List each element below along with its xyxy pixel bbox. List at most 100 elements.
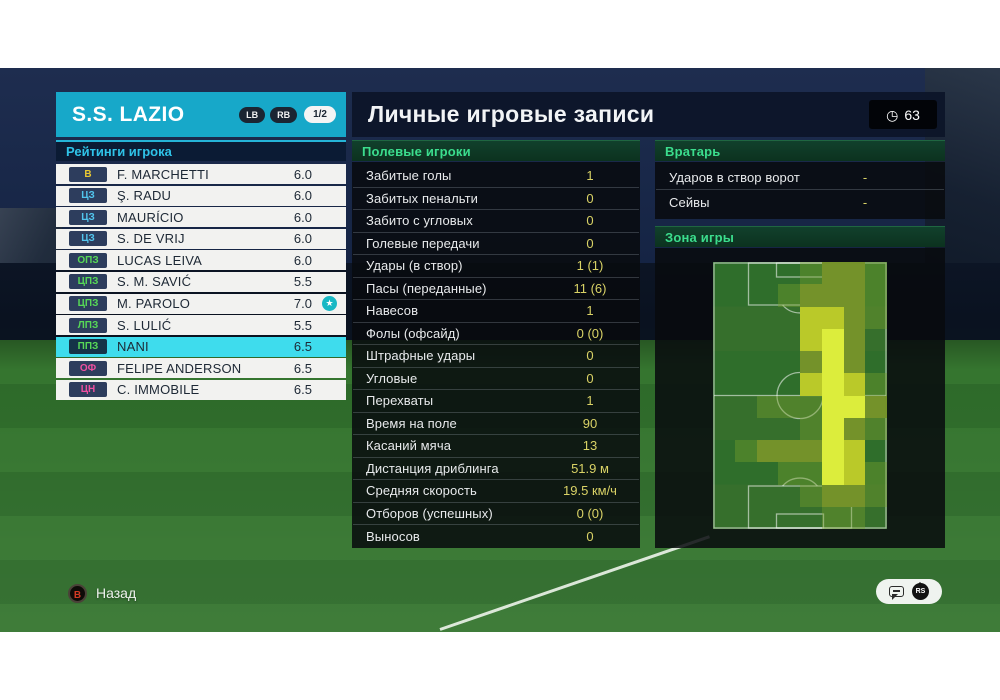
player-row[interactable]: В F. MARCHETTI 6.0	[56, 164, 346, 184]
heat-cell	[865, 329, 887, 351]
goalkeeper-header: Вратарь	[655, 140, 945, 161]
player-name: M. PAROLO	[117, 296, 191, 312]
position-badge: ОФ	[69, 360, 107, 376]
stat-label: Голевые передачи	[366, 235, 480, 251]
player-name: S. DE VRIJ	[117, 231, 185, 247]
goalkeeper-stats: Ударов в створ ворот - Сейвы -	[655, 162, 945, 219]
stat-label: Время на поле	[366, 415, 457, 431]
heat-cell	[800, 306, 822, 329]
stat-value: 0	[586, 370, 594, 386]
heat-cell	[821, 351, 844, 374]
player-row[interactable]: ЦН C. IMMOBILE 6.5	[56, 379, 346, 400]
heat-cell	[843, 484, 866, 507]
player-rating: 6.0	[293, 166, 312, 182]
stat-value: -	[862, 170, 868, 185]
player-row[interactable]: ЦЗ Ş. RADU 6.0	[56, 185, 346, 206]
stat-value: 0 (0)	[576, 505, 604, 521]
player-rating: 6.0	[293, 231, 312, 247]
heat-cell	[757, 418, 779, 440]
stat-row: Дистанция дриблинга 51.9 м	[353, 458, 639, 480]
page-title: Личные игровые записи	[368, 101, 655, 127]
b-button-icon[interactable]: B	[68, 583, 87, 603]
player-name: S. LULIĆ	[117, 317, 172, 333]
heat-cell	[778, 284, 800, 307]
player-row[interactable]: ОПЗ LUCAS LEIVA 6.0	[56, 250, 346, 271]
stat-row: Удары (в створ) 1 (1)	[353, 255, 639, 278]
position-badge: ЦЗ	[69, 209, 107, 225]
stat-value: 0	[586, 235, 594, 251]
footer-icons[interactable]: RS	[876, 579, 942, 604]
heat-cell	[843, 328, 866, 351]
heat-cell	[821, 506, 844, 529]
player-row[interactable]: ППЗ NANI 6.5	[56, 336, 346, 357]
heat-cell	[821, 417, 844, 440]
heat-cell	[735, 418, 757, 440]
heat-cell	[821, 395, 844, 418]
title-bar: Личные игровые записи ◷ 63	[352, 92, 945, 137]
heat-cell	[713, 262, 735, 284]
heat-cell	[778, 329, 800, 351]
heat-cell	[778, 262, 800, 284]
rb-bumper-button[interactable]: RB	[270, 106, 298, 123]
heat-cell	[865, 306, 887, 329]
player-name: Ş. RADU	[117, 188, 172, 204]
heat-cell	[843, 440, 866, 463]
player-row[interactable]: ЦПЗ S. M. SAVIĆ 5.5	[56, 271, 346, 292]
heat-cell	[735, 507, 757, 529]
heat-cell	[843, 373, 866, 396]
heat-cell	[800, 440, 822, 463]
player-name: FELIPE ANDERSON	[117, 360, 242, 376]
player-row[interactable]: ЦЗ S. DE VRIJ 6.0	[56, 228, 346, 249]
ratings-header: Рейтинги игрока	[56, 140, 346, 161]
heat-cell	[735, 396, 757, 418]
position-badge: ЦЗ	[69, 188, 107, 204]
back-label: Назад	[96, 585, 137, 601]
player-row[interactable]: ЛПЗ S. LULIĆ 5.5	[56, 315, 346, 336]
team-name: S.S. LAZIO	[72, 102, 185, 126]
stat-row: Выносов 0	[353, 525, 639, 548]
heat-cell	[778, 507, 800, 529]
heat-cell	[778, 307, 800, 329]
stat-row: Угловые 0	[353, 368, 639, 390]
player-row[interactable]: ЦЗ MAURÍCIO 6.0	[56, 207, 346, 228]
player-rating: 6.0	[293, 252, 312, 268]
heat-cell	[756, 395, 779, 418]
position-badge: ЦПЗ	[69, 296, 107, 312]
heat-cell	[800, 262, 822, 285]
stat-value: 0	[586, 213, 594, 229]
heat-cell	[843, 351, 866, 374]
zone-panel	[655, 248, 945, 548]
stat-label: Забито с угловых	[366, 213, 473, 229]
letterbox-top	[0, 0, 1000, 68]
chat-icon[interactable]	[889, 586, 904, 600]
heat-cell	[800, 351, 822, 374]
back-control[interactable]: B Назад	[68, 582, 136, 604]
stat-value: -	[862, 194, 868, 210]
player-row[interactable]: ОФ FELIPE ANDERSON 6.5	[56, 358, 346, 379]
stat-label: Выносов	[366, 528, 420, 544]
heat-cell	[843, 306, 866, 329]
heat-cell	[821, 306, 844, 329]
heat-cell	[843, 284, 866, 307]
clock-icon: ◷	[886, 106, 899, 123]
heat-cell	[865, 373, 887, 396]
heat-cell	[800, 284, 822, 307]
rs-stick-icon[interactable]: RS	[912, 582, 929, 600]
heat-cell	[757, 507, 779, 529]
heat-cell	[713, 485, 735, 507]
heat-cell	[865, 484, 887, 507]
clock-value: 63	[904, 106, 920, 123]
player-name: MAURÍCIO	[117, 209, 184, 225]
heat-cell	[734, 440, 757, 463]
star-icon: ★	[322, 296, 337, 312]
heat-cell	[713, 307, 735, 329]
stat-value: 1 (1)	[576, 258, 604, 274]
heat-cell	[865, 262, 887, 285]
stat-label: Забитые голы	[366, 168, 452, 184]
heat-cell	[713, 373, 735, 395]
heat-cell	[778, 462, 800, 485]
heat-cell	[800, 417, 822, 440]
heat-cell	[757, 351, 779, 373]
lb-bumper-button[interactable]: LB	[239, 106, 266, 123]
player-row[interactable]: ЦПЗ M. PAROLO 7.0 ★	[56, 293, 346, 314]
